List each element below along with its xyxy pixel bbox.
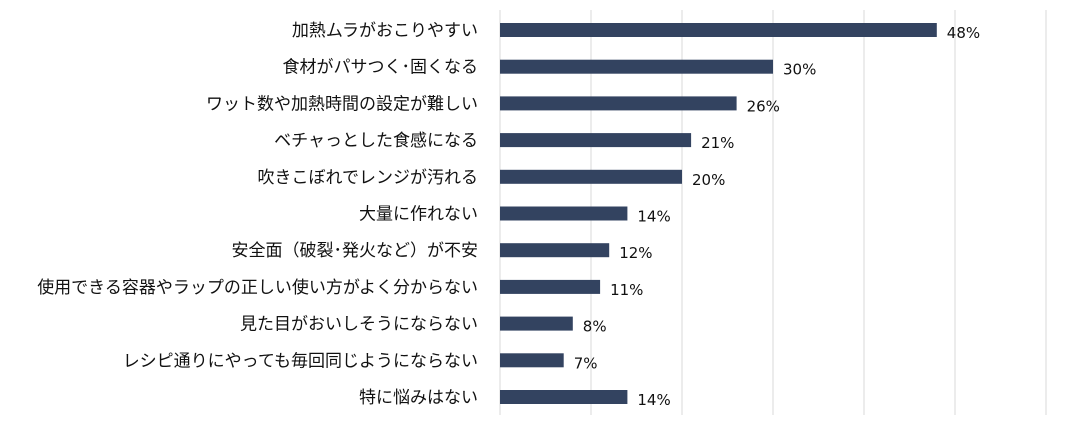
data-label: 14% bbox=[637, 208, 670, 226]
bar bbox=[500, 206, 628, 221]
category-label: 加熱ムラがおこりやすい bbox=[292, 21, 478, 41]
category-label: 食材がパサつく･固くなる bbox=[283, 58, 479, 78]
category-label: レシピ通りにやっても毎回同じようにならない bbox=[123, 351, 478, 371]
data-label: 14% bbox=[637, 391, 670, 409]
data-label: 26% bbox=[747, 97, 780, 115]
category-label: 安全面（破裂･発火など）が不安 bbox=[232, 241, 479, 261]
bar bbox=[500, 353, 564, 368]
data-label: 12% bbox=[619, 244, 652, 262]
bar bbox=[500, 96, 737, 111]
category-label: 特に悩みはない bbox=[359, 388, 478, 408]
category-label: ベチャっとした食感になる bbox=[274, 131, 478, 151]
data-label: 20% bbox=[692, 171, 725, 189]
data-label: 30% bbox=[783, 61, 816, 79]
category-label: 使用できる容器やラップの正しい使い方がよく分からない bbox=[37, 277, 478, 298]
bar bbox=[500, 390, 628, 404]
category-label: 吹きこぼれでレンジが汚れる bbox=[258, 168, 479, 188]
bar bbox=[500, 133, 692, 148]
bar bbox=[500, 243, 610, 258]
bar bbox=[500, 279, 601, 294]
category-label: 大量に作れない bbox=[359, 205, 478, 225]
data-label: 21% bbox=[701, 134, 734, 152]
bar bbox=[500, 169, 682, 184]
category-label: 見た目がおいしそうにならない bbox=[240, 315, 478, 335]
data-label: 7% bbox=[574, 354, 598, 372]
category-label: ワット数や加熱時間の設定が難しい bbox=[206, 94, 478, 114]
data-label: 11% bbox=[610, 281, 643, 299]
bar bbox=[500, 59, 773, 74]
data-label: 8% bbox=[583, 318, 607, 336]
bar bbox=[500, 316, 573, 331]
data-label: 48% bbox=[947, 24, 980, 42]
bar bbox=[500, 23, 937, 37]
